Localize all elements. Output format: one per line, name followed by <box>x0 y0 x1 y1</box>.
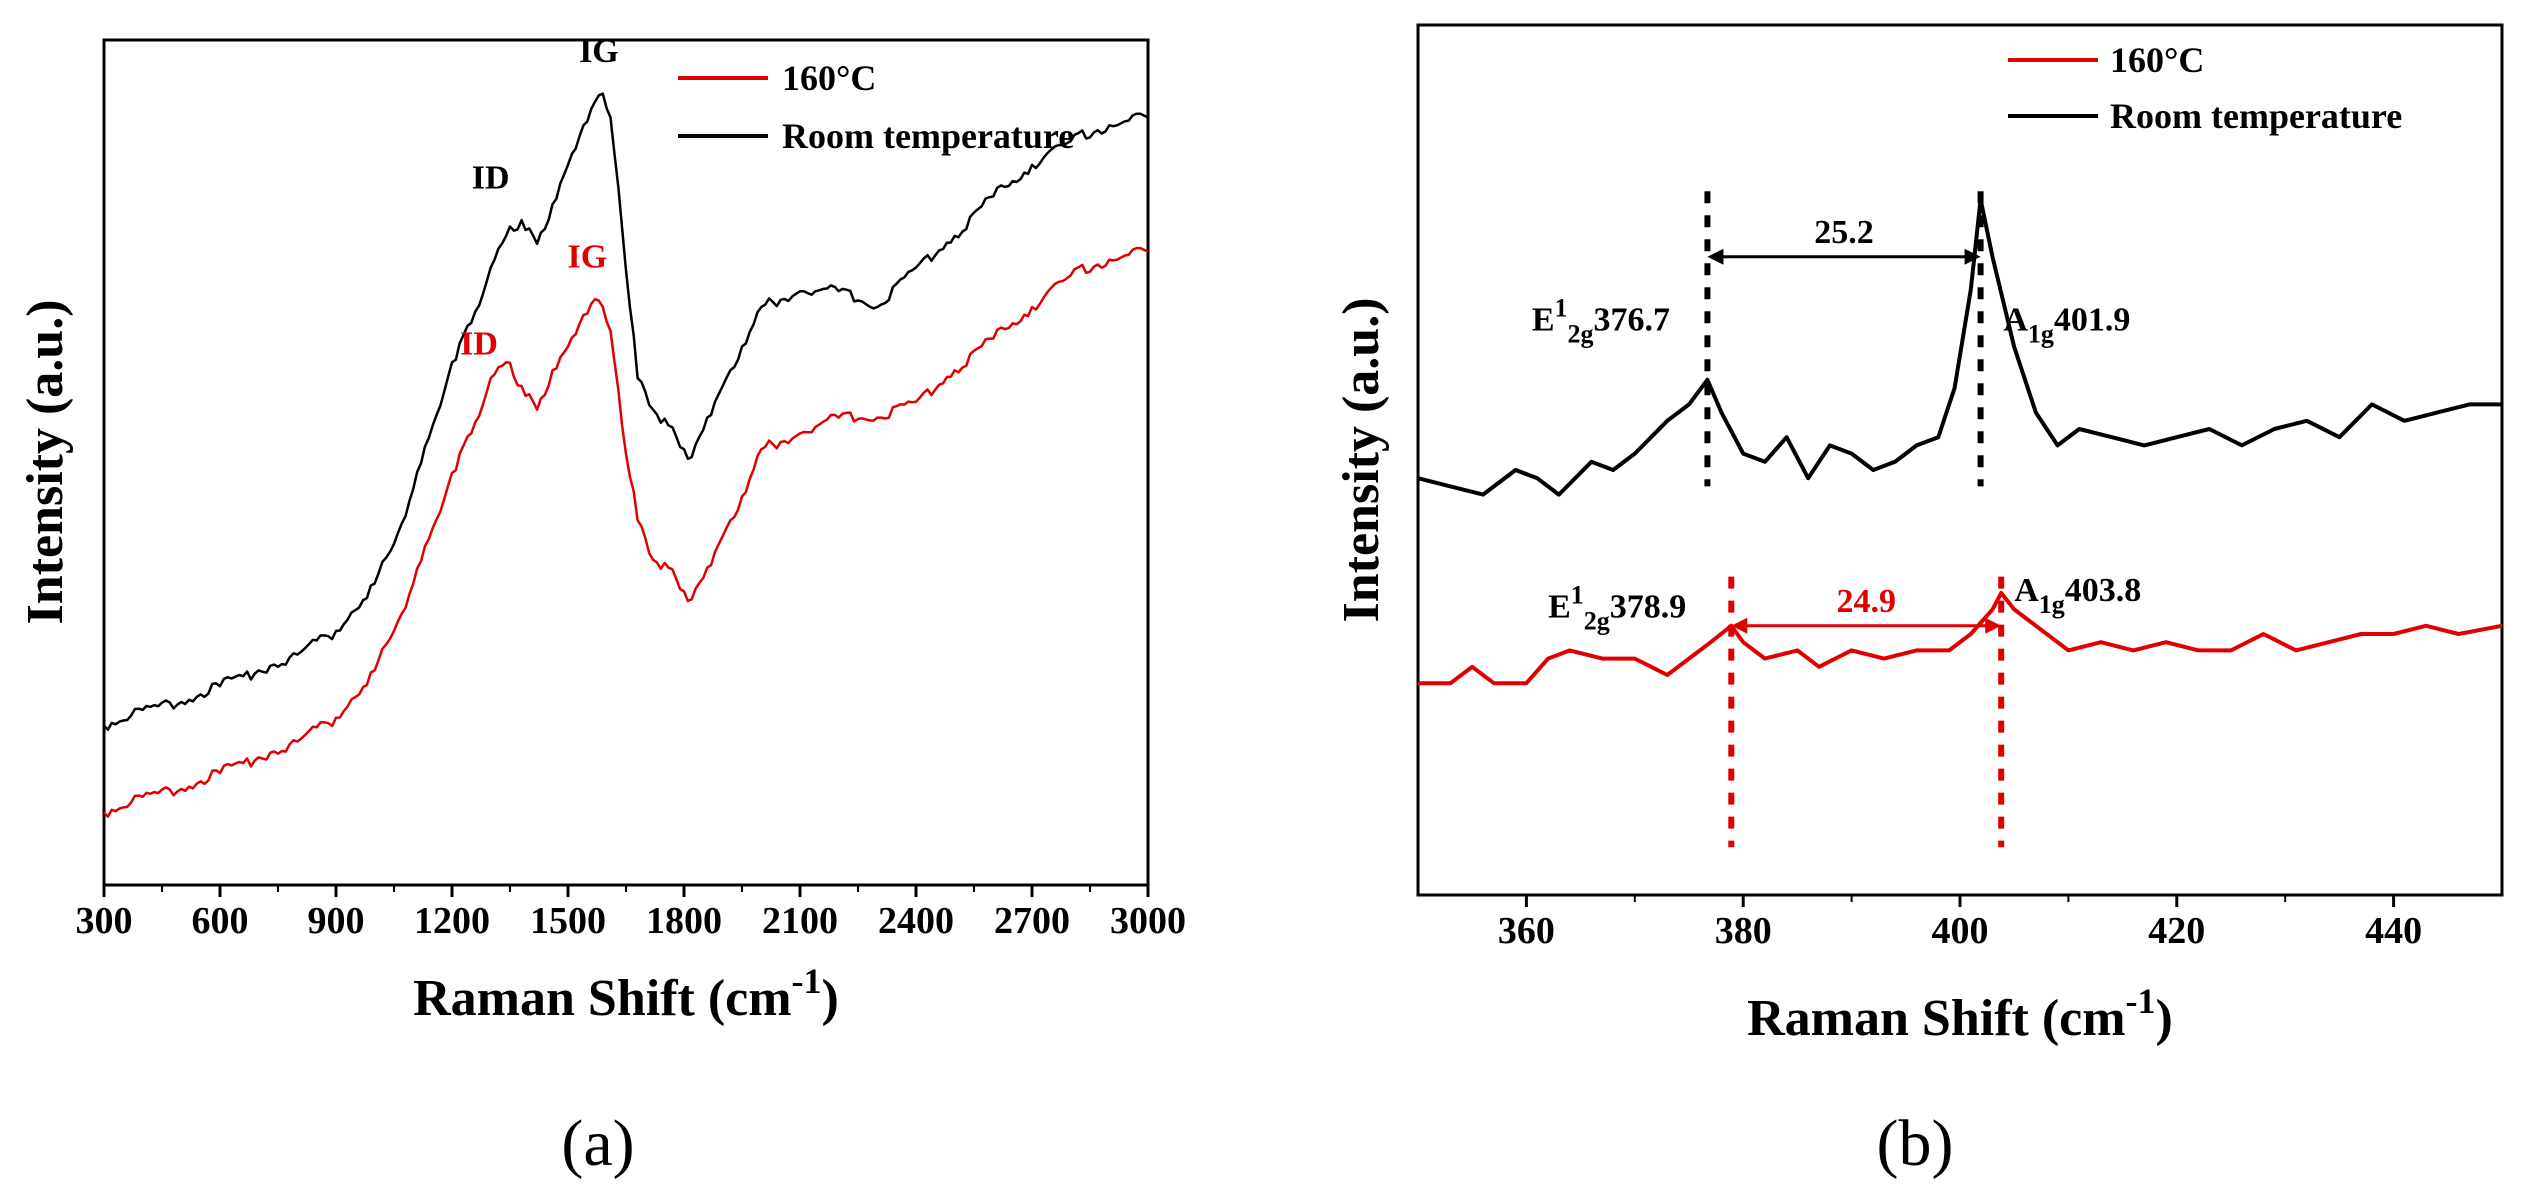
series-group-a <box>103 92 1149 818</box>
peak-annotation-value-1: 401.9 <box>2054 302 2131 339</box>
series-line-a-room-temperature <box>103 92 1149 731</box>
chart-panel-b: 360 380 400 420 440 25.224.9 E12g376.7 A1g401… <box>1333 23 2504 1180</box>
peak-spacings-b: 25.2 24.9 <box>1707 214 2002 634</box>
x-tick-label-a-900: 900 <box>308 900 365 942</box>
x-axis-label-a: Raman Shift (cm-1) <box>413 961 839 1027</box>
peak-annotation-mode-0: E <box>1532 302 1555 339</box>
peak-annotation-mode-2: E <box>1548 589 1571 626</box>
peak-annotation-sub-1: 1g <box>2028 320 2054 349</box>
x-tick-label-a-300: 300 <box>76 900 133 942</box>
peak-annotation-a-2: IG <box>567 239 607 276</box>
chart-panel-a: 300 600 900 1200 1500 1800 2100 2400 2700 3000 IG… <box>17 33 1186 1180</box>
peak-annotation-value-3: 403.8 <box>2065 572 2142 609</box>
x-tick-label-a-1200: 1200 <box>414 900 490 942</box>
x-axis-label-a-text: Raman Shift (cm <box>413 970 791 1027</box>
peak-annotation-b-1: A1g401.9 <box>2003 302 2130 349</box>
spacing-label-1: 24.9 <box>1836 583 1896 620</box>
peak-annotation-sup-0: 1 <box>1555 294 1568 323</box>
legend-b: 160°C Room temperature <box>2008 40 2402 136</box>
spacing-arrowhead-right-0 <box>1964 248 1981 265</box>
legend-a: 160°C Room temperature <box>678 58 1074 156</box>
x-tick-label-b-420: 420 <box>2148 910 2205 952</box>
x-axis-label-a-sup: -1 <box>792 961 822 1001</box>
x-ticks-a: 300 600 900 1200 1500 1800 2100 2400 2700 3000 <box>76 885 1186 942</box>
peak-annotation-a-3: ID <box>460 325 498 362</box>
spacing-label-0: 25.2 <box>1814 214 1874 251</box>
peak-annotation-value-0: 376.7 <box>1594 302 1671 339</box>
legend-label-room-b: Room temperature <box>2110 96 2402 136</box>
x-tick-label-a-2100: 2100 <box>762 900 838 942</box>
peak-annotation-b-2: E12g378.9 <box>1548 581 1686 636</box>
series-group-b <box>1417 197 2503 686</box>
spacing-arrowhead-left-1 <box>1731 617 1748 634</box>
annotations-a: IG ID IG ID <box>460 33 619 362</box>
peak-annotation-sup-2: 1 <box>1571 581 1584 610</box>
series-line-a-160-c <box>103 246 1149 818</box>
legend-label-room-a: Room temperature <box>782 116 1074 156</box>
y-axis-label-b: Intensity (a.u.) <box>1333 297 1390 622</box>
x-tick-label-a-1800: 1800 <box>646 900 722 942</box>
peak-annotation-sub-3: 1g <box>2039 590 2065 619</box>
peak-annotation-sub-2: 2g <box>1584 607 1610 636</box>
x-axis-label-b-sup: -1 <box>2126 981 2156 1021</box>
x-tick-label-a-600: 600 <box>192 900 249 942</box>
x-tick-label-b-360: 360 <box>1498 910 1555 952</box>
panel-label-a: (a) <box>561 1107 634 1180</box>
spacing-arrowhead-left-0 <box>1707 248 1724 265</box>
series-line-b-room-temperature <box>1417 197 2502 497</box>
spacing-arrowhead-right-1 <box>1985 617 2002 634</box>
legend-label-160c-a: 160°C <box>782 58 876 98</box>
x-axis-label-b-text: Raman Shift (cm <box>1747 990 2125 1047</box>
x-axis-label-b: Raman Shift (cm-1) <box>1747 981 2173 1047</box>
x-tick-label-a-2700: 2700 <box>994 900 1070 942</box>
peak-annotation-b-3: A1g403.8 <box>2014 572 2141 619</box>
x-tick-label-b-400: 400 <box>1932 910 1989 952</box>
x-tick-label-a-2400: 2400 <box>878 900 954 942</box>
peak-annotation-b-0: E12g376.7 <box>1532 294 1670 349</box>
x-axis-label-a-close: ) <box>822 970 839 1027</box>
legend-label-160c-b: 160°C <box>2110 40 2204 80</box>
x-tick-label-a-1500: 1500 <box>530 900 606 942</box>
peak-guides-b <box>1704 191 2005 848</box>
x-ticks-b: 360 380 400 420 440 <box>1498 895 2422 952</box>
x-axis-label-b-close: ) <box>2156 990 2173 1047</box>
peak-annotation-a-0: IG <box>579 33 619 70</box>
y-axis-label-a: Intensity (a.u.) <box>17 299 74 624</box>
panel-label-b: (b) <box>1877 1107 1954 1180</box>
x-tick-label-b-440: 440 <box>2365 910 2422 952</box>
x-tick-label-a-3000: 3000 <box>1110 900 1186 942</box>
peak-annotation-mode-1: A <box>2003 302 2028 339</box>
plot-frame-b <box>1416 23 2504 897</box>
series-line-b-160-c <box>1418 591 2503 686</box>
peak-annotation-sub-0: 2g <box>1568 320 1594 349</box>
peak-annotation-value-2: 378.9 <box>1610 589 1687 626</box>
peak-annotation-a-1: ID <box>472 160 510 197</box>
x-tick-label-b-380: 380 <box>1715 910 1772 952</box>
peak-annotation-mode-3: A <box>2014 572 2039 609</box>
